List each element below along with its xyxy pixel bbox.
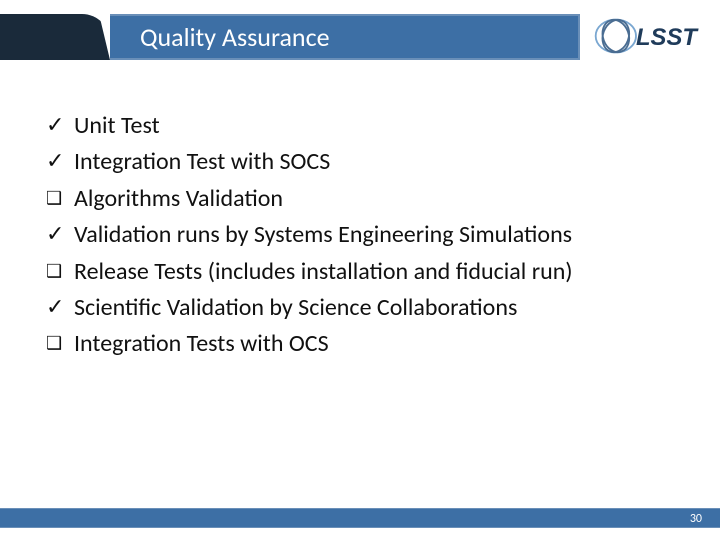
list-item: ✓ Scientific Validation by Science Colla… bbox=[46, 292, 690, 324]
list-item-text: Algorithms Validation bbox=[74, 183, 283, 215]
check-icon: ✓ bbox=[46, 219, 74, 249]
square-icon: ❑ bbox=[46, 259, 74, 283]
slide-title: Quality Assurance bbox=[110, 14, 580, 60]
list-item: ❑ Algorithms Validation bbox=[46, 183, 690, 215]
list-item: ✓ Validation runs by Systems Engineering… bbox=[46, 219, 690, 251]
title-tab-accent bbox=[0, 14, 110, 60]
lsst-logo: LSST bbox=[592, 14, 702, 58]
bullet-list: ✓ Unit Test ✓ Integration Test with SOCS… bbox=[46, 110, 690, 365]
check-icon: ✓ bbox=[46, 292, 74, 322]
list-item: ❑ Integration Tests with OCS bbox=[46, 328, 690, 360]
list-item-text: Validation runs by Systems Engineering S… bbox=[74, 219, 572, 251]
footer-bar bbox=[0, 508, 720, 528]
list-item-text: Integration Tests with OCS bbox=[74, 328, 329, 360]
check-icon: ✓ bbox=[46, 110, 74, 140]
check-icon: ✓ bbox=[46, 146, 74, 176]
list-item: ✓ Integration Test with SOCS bbox=[46, 146, 690, 178]
svg-text:LSST: LSST bbox=[636, 24, 699, 51]
title-bar: Quality Assurance bbox=[0, 14, 580, 60]
list-item-text: Integration Test with SOCS bbox=[74, 146, 330, 178]
list-item-text: Release Tests (includes installation and… bbox=[74, 256, 573, 288]
list-item-text: Unit Test bbox=[74, 110, 160, 142]
list-item: ❑ Release Tests (includes installation a… bbox=[46, 256, 690, 288]
list-item-text: Scientific Validation by Science Collabo… bbox=[74, 292, 517, 324]
page-number: 30 bbox=[690, 512, 702, 526]
square-icon: ❑ bbox=[46, 331, 74, 355]
square-icon: ❑ bbox=[46, 186, 74, 210]
list-item: ✓ Unit Test bbox=[46, 110, 690, 142]
slide: Quality Assurance LSST ✓ Unit Test ✓ Int… bbox=[0, 0, 720, 540]
